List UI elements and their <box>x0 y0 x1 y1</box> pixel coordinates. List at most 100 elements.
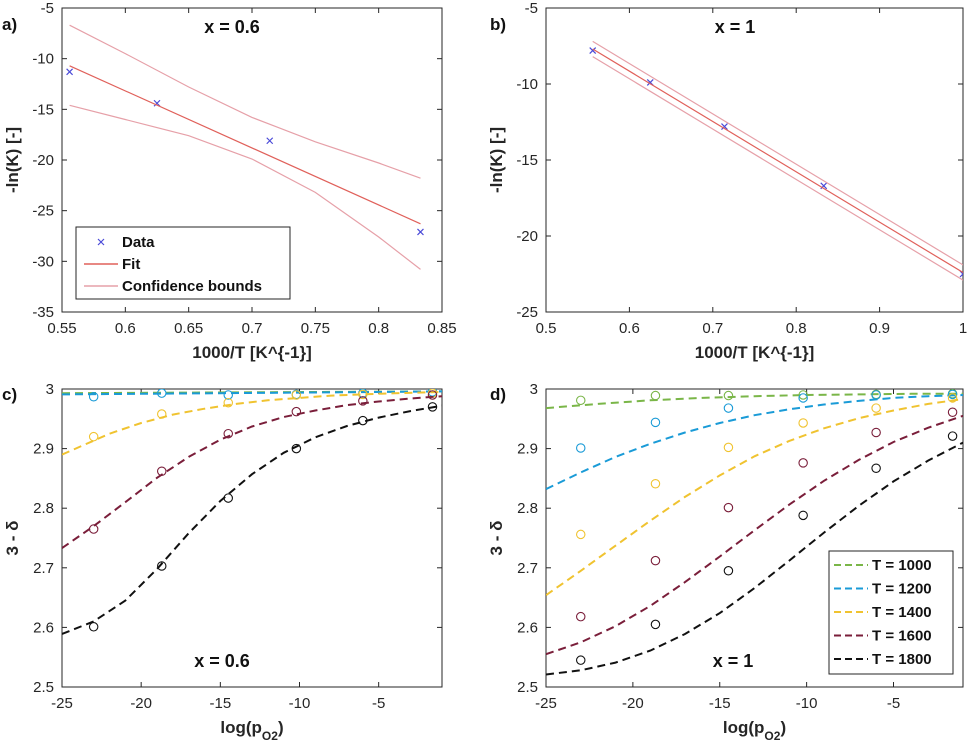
data-point-t-1400 <box>291 390 302 400</box>
data-point-t-1400 <box>88 431 99 442</box>
x-tick-label: -5 <box>372 695 385 712</box>
data-point-t-1800 <box>798 510 808 521</box>
x-tick-label: -25 <box>535 695 557 712</box>
data-point-t-1600 <box>358 396 368 406</box>
legend-label: Data <box>122 234 155 251</box>
series-line-confidence-bounds <box>69 104 421 270</box>
data-point-t-1400 <box>157 409 167 419</box>
panel-label: b) <box>490 15 506 34</box>
x-axis-label-sub: O2 <box>764 729 780 743</box>
series-line-t-1800 <box>546 441 963 676</box>
y-tick-label: 3 <box>46 381 54 398</box>
series-line-t-1600 <box>62 395 442 549</box>
x-axis-label-end: ) <box>780 718 786 737</box>
x-tick-label: 0.85 <box>427 320 456 337</box>
y-axis-label: 3 - δ <box>3 521 22 556</box>
series-line-confidence-bounds <box>592 56 963 281</box>
axes-box <box>545 388 964 688</box>
x-tick-label: 1 <box>959 320 967 337</box>
data-point-t-1400 <box>358 389 368 400</box>
x-tick-label: 0.6 <box>619 320 640 337</box>
y-tick-label: 2.5 <box>33 679 54 696</box>
legend: Data Fit Confidence bounds <box>75 226 291 300</box>
y-tick-label: -5 <box>41 0 54 17</box>
y-tick-label: 2.6 <box>517 619 538 636</box>
panel-b: 0.5 0.6 0.7 0.8 0.9 1 -25 -20 -15 -10 -5 1000/T [K^… <box>487 0 967 362</box>
x-axis-label-main: log(p <box>220 718 262 737</box>
data-point-t-1400 <box>723 442 734 453</box>
data-point-data <box>959 270 963 278</box>
y-tick-label: -35 <box>32 304 54 321</box>
x-tick-label: 0.6 <box>115 320 136 337</box>
legend-label: Confidence bounds <box>122 278 262 295</box>
data-point-t-1400 <box>871 403 881 413</box>
data-point-t-1000 <box>650 390 661 401</box>
x-tick-label: 0.9 <box>869 320 890 337</box>
x-tick-label: 0.8 <box>786 320 807 337</box>
y-tick-label: 2.7 <box>517 560 538 577</box>
data-point-data <box>153 99 161 107</box>
data-point-t-1800 <box>650 619 661 630</box>
data-point-t-1200 <box>223 390 234 400</box>
y-tick-label: 2.8 <box>33 500 54 517</box>
data-point-t-1800 <box>723 566 734 576</box>
data-point-t-1200 <box>871 390 881 400</box>
x-tick-label: 0.7 <box>242 320 263 337</box>
data-point-t-1800 <box>291 443 302 454</box>
y-tick-label: 2.9 <box>33 441 54 458</box>
data-point-t-1800 <box>358 415 368 426</box>
series-line-fit <box>592 48 963 274</box>
x-tick-label: 0.7 <box>702 320 723 337</box>
data-point-t-1200 <box>947 389 958 400</box>
data-point-data <box>721 123 728 130</box>
plot-area <box>546 389 963 676</box>
data-point-t-1800 <box>88 622 99 632</box>
data-point-t-1600 <box>88 524 99 534</box>
data-point-t-1200 <box>575 443 586 453</box>
x-tick-label: -20 <box>622 695 644 712</box>
data-point-t-1600 <box>871 427 881 438</box>
y-tick-label: -25 <box>516 304 538 321</box>
legend-label: T = 1200 <box>872 581 932 598</box>
x-tick-label: 0.65 <box>174 320 203 337</box>
y-tick-label: 2.6 <box>33 619 54 636</box>
axes-box <box>61 388 443 688</box>
y-tick-label: 2.9 <box>517 441 538 458</box>
legend-swatch-data <box>97 238 105 246</box>
x-tick-label: 0.75 <box>301 320 330 337</box>
series-line-t-1200 <box>546 394 963 491</box>
panel-label: a) <box>2 15 17 34</box>
data-point-t-1600 <box>723 502 734 513</box>
plot-area <box>66 24 424 270</box>
x-tick-label: -25 <box>51 695 73 712</box>
y-tick-label: -25 <box>32 203 54 220</box>
legend-label: T = 1400 <box>872 604 932 621</box>
y-tick-label: -30 <box>32 253 54 270</box>
data-point-t-1800 <box>427 402 438 412</box>
panel-c: -25 -20 -15 -10 -5 2.5 2.6 2.7 2.8 2.9 3 log(pO2) 3 … <box>2 381 443 743</box>
data-point-data <box>589 47 597 54</box>
data-point-t-1200 <box>650 417 661 428</box>
series-line-confidence-bounds <box>69 24 421 179</box>
panel-annotation: x = 0.6 <box>204 17 260 37</box>
data-point-t-1200 <box>157 389 167 398</box>
y-tick-label: -20 <box>516 228 538 245</box>
y-tick-label: 2.5 <box>517 679 538 696</box>
plot-area <box>62 389 442 635</box>
legend-label: T = 1000 <box>872 557 932 574</box>
x-axis-label-end: ) <box>278 718 284 737</box>
data-point-t-1200 <box>88 391 99 402</box>
data-point-t-1000 <box>723 390 734 401</box>
data-point-t-1600 <box>798 458 808 468</box>
y-tick-label: 3 <box>530 381 538 398</box>
data-point-t-1600 <box>575 611 586 622</box>
panel-annotation: x = 0.6 <box>194 651 250 671</box>
series-line-confidence-bounds <box>592 40 963 266</box>
y-axis-label: -ln(K) [-] <box>3 127 22 193</box>
data-point-t-1200 <box>798 393 808 403</box>
data-point-t-1800 <box>157 561 167 571</box>
x-axis-label-sub: O2 <box>262 729 278 743</box>
series-line-t-1400 <box>546 398 963 597</box>
y-tick-label: -20 <box>32 152 54 169</box>
